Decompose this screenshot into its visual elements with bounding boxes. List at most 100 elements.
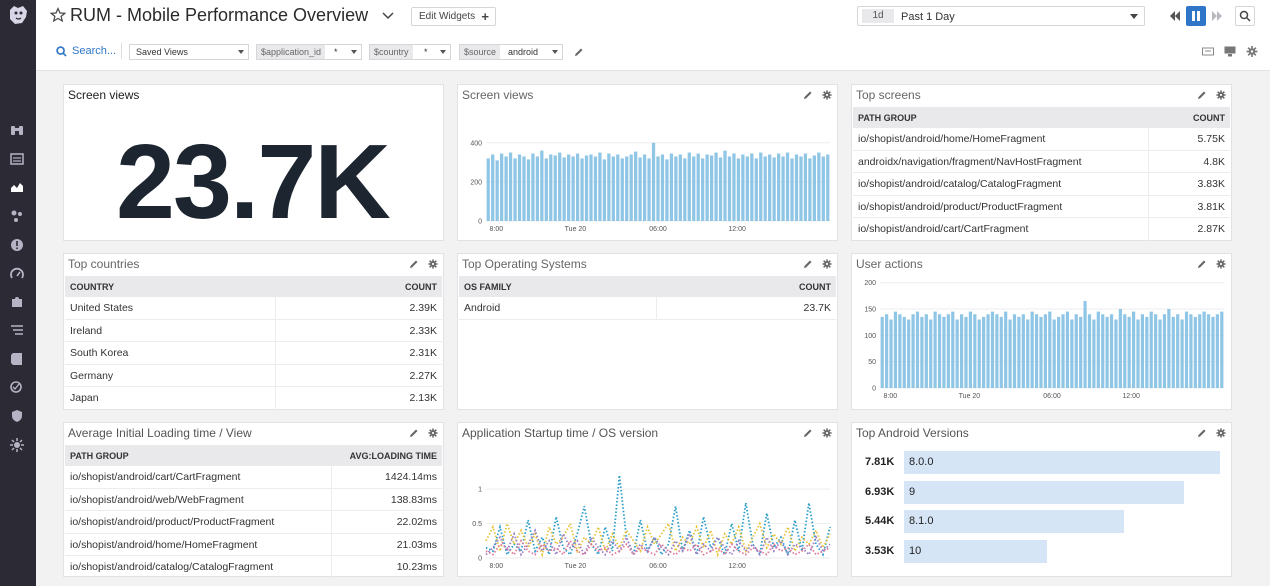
shield-icon[interactable] [9, 408, 25, 424]
chevron-down-icon[interactable] [382, 12, 394, 20]
pencil-icon[interactable] [1197, 259, 1207, 269]
list-icon[interactable] [9, 151, 25, 167]
table-row[interactable]: io/shopist/android/cart/CartFragment 1424… [65, 466, 442, 489]
gear-icon[interactable] [1216, 90, 1226, 100]
bar [701, 158, 705, 221]
table-row[interactable]: Germany 2.27K [65, 365, 442, 387]
bar [504, 156, 508, 221]
time-range-selector[interactable]: 1d Past 1 Day [857, 6, 1145, 26]
bar [1092, 319, 1096, 388]
table-row[interactable]: io/shopist/android/web/WebFragment 138.83… [65, 489, 442, 511]
table-row[interactable]: Android 23.7K [459, 297, 836, 320]
bar [678, 154, 682, 221]
bar [1220, 311, 1224, 388]
synthetics-icon[interactable] [9, 379, 25, 395]
bar [920, 316, 924, 388]
table-row[interactable]: South Korea 2.31K [65, 342, 442, 365]
table-row[interactable]: io/shopist/android/home/HomeFragment 21.0… [65, 534, 442, 556]
pencil-icon[interactable] [803, 90, 813, 100]
datadog-logo[interactable] [6, 4, 30, 26]
bar [1030, 311, 1034, 388]
bar [1061, 314, 1065, 388]
bar [1114, 319, 1118, 388]
monitor-icon[interactable] [1224, 46, 1236, 57]
bar [982, 316, 986, 388]
bar [977, 319, 981, 388]
pencil-icon[interactable] [409, 259, 419, 269]
fast-forward-button[interactable] [1207, 6, 1227, 26]
pause-button[interactable] [1186, 6, 1206, 26]
search-variables[interactable]: Search... [56, 45, 116, 57]
pencil-icon[interactable] [574, 47, 584, 57]
bar [898, 314, 902, 388]
gear-icon[interactable] [428, 428, 438, 438]
logs-icon[interactable] [9, 322, 25, 338]
gear-icon[interactable] [1246, 46, 1258, 57]
version-label: 10 [909, 544, 922, 557]
bar [736, 158, 741, 221]
template-var-application-id[interactable]: $application_id * [256, 44, 362, 60]
template-var-name: $application_id [257, 45, 326, 59]
gear-icon[interactable] [428, 259, 438, 269]
network-icon[interactable] [9, 208, 25, 224]
search-button[interactable] [1235, 6, 1255, 26]
bar [1193, 316, 1197, 388]
version-row[interactable]: 6.93K 9 [865, 480, 1221, 504]
star-icon[interactable] [50, 7, 66, 23]
pencil-icon[interactable] [409, 428, 419, 438]
bar [1070, 319, 1074, 388]
pencil-icon[interactable] [803, 259, 813, 269]
table-row[interactable]: Ireland 2.33K [65, 320, 442, 342]
bar [1074, 314, 1078, 388]
table-row[interactable]: Japan 2.13K [65, 387, 442, 410]
gear-icon[interactable] [1216, 259, 1226, 269]
widget-avg-loading-time: Average Initial Loading time / View PATH… [63, 422, 444, 579]
bar [785, 152, 790, 221]
bar [611, 156, 615, 221]
keyboard-icon[interactable] [1202, 46, 1214, 57]
template-var-country[interactable]: $country * [369, 44, 451, 60]
dashboard-chart-icon[interactable] [9, 179, 25, 195]
gear-icon[interactable] [822, 428, 832, 438]
binoculars-icon[interactable] [9, 122, 25, 138]
bar [1017, 316, 1021, 388]
table-row[interactable]: io/shopist/android/product/ProductFragme… [853, 196, 1230, 218]
table-row[interactable]: United States 2.39K [65, 297, 442, 320]
pencil-icon[interactable] [1197, 90, 1207, 100]
rewind-button[interactable] [1165, 6, 1185, 26]
bar [915, 311, 920, 388]
table-row[interactable]: io/shopist/android/home/HomeFragment 5.75… [853, 128, 1230, 151]
gear-icon[interactable] [822, 259, 832, 269]
alert-icon[interactable] [9, 237, 25, 253]
widget-title: User actions [856, 257, 923, 271]
gauge-icon[interactable] [9, 266, 25, 282]
gear-icon[interactable] [1216, 428, 1226, 438]
y-tick-label: 200 [864, 280, 876, 287]
puzzle-icon[interactable] [9, 294, 25, 310]
template-var-source[interactable]: $source android [459, 44, 563, 60]
bar [625, 156, 629, 221]
pencil-icon[interactable] [803, 428, 813, 438]
pencil-icon[interactable] [1197, 428, 1207, 438]
gear-icon[interactable] [822, 90, 832, 100]
table-header: COUNTRY COUNT [65, 276, 442, 297]
table-row[interactable]: io/shopist/android/cart/CartFragment 2.87… [853, 218, 1230, 241]
table-header: OS FAMILY COUNT [459, 276, 836, 297]
edit-widgets-button[interactable]: Edit Widgets + [411, 7, 496, 26]
bar [745, 156, 749, 221]
notebook-icon[interactable] [9, 351, 25, 367]
widget-top-android-versions: Top Android Versions 7.81K 8.0.0 6.93K 9 5.4… [851, 422, 1232, 577]
saved-views-select[interactable]: Saved Views [129, 44, 249, 60]
version-row[interactable]: 3.53K 10 [865, 539, 1221, 563]
bar [904, 510, 1125, 533]
integrations-icon[interactable] [9, 437, 25, 453]
bar [946, 314, 950, 388]
version-row[interactable]: 7.81K 8.0.0 [865, 451, 1221, 474]
version-row[interactable]: 5.44K 8.1.0 [865, 510, 1221, 533]
loading-time-cell: 138.83ms [390, 493, 437, 506]
table-row[interactable]: io/shopist/android/catalog/CatalogFragme… [853, 173, 1230, 196]
table-row[interactable]: io/shopist/android/catalog/CatalogFragme… [65, 556, 442, 579]
table-row[interactable]: androidx/navigation/fragment/NavHostFrag… [853, 151, 1230, 173]
column-divider [331, 466, 332, 579]
table-row[interactable]: io/shopist/android/product/ProductFragme… [65, 511, 442, 534]
